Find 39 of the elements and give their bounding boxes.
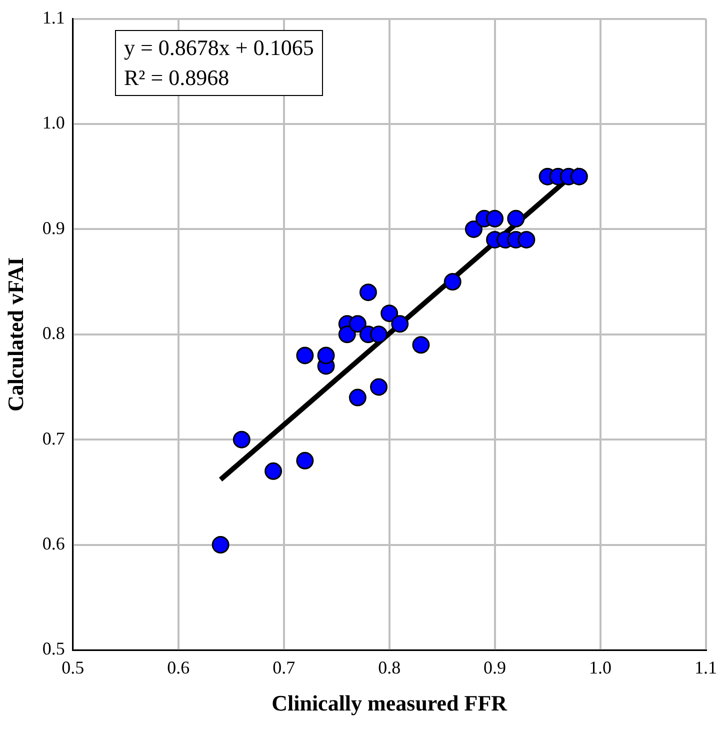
point <box>348 315 366 333</box>
point <box>507 210 525 228</box>
x-tick-label: 1.1 <box>694 658 717 678</box>
point <box>296 346 314 364</box>
x-tick-label: 0.6 <box>167 658 190 678</box>
x-tick-label: 0.7 <box>272 658 296 678</box>
point <box>444 273 462 291</box>
x-tick-label: 1.0 <box>589 658 612 678</box>
point <box>338 326 356 344</box>
point <box>370 326 388 344</box>
y-tick-label: 0.5 <box>42 638 65 659</box>
x-tick-label: 0.8 <box>378 658 401 678</box>
y-tick-label: 1.0 <box>42 112 65 133</box>
y-axis-title: Calculated vFAI <box>2 257 28 412</box>
point <box>317 346 335 364</box>
annotation: R² = 0.8968 <box>124 64 230 92</box>
x-axis-title: Clinically measured FFR <box>272 690 508 716</box>
y-tick-label: 1.1 <box>42 8 65 28</box>
point <box>232 430 250 448</box>
point <box>518 230 536 248</box>
y-tick-label: 0.9 <box>42 218 65 238</box>
point <box>391 315 409 333</box>
point <box>570 168 588 186</box>
point <box>380 304 398 322</box>
point <box>359 284 377 302</box>
annotation: y = 0.8678x + 0.1065 <box>124 34 314 62</box>
y-tick-label: 0.8 <box>42 323 65 344</box>
point <box>296 452 314 470</box>
y-tick-label: 0.6 <box>42 534 65 554</box>
point <box>264 462 282 480</box>
point <box>212 536 230 554</box>
point <box>464 220 482 238</box>
point <box>412 336 430 354</box>
point <box>486 210 504 228</box>
x-tick-label: 0.5 <box>62 658 84 678</box>
point <box>348 388 366 406</box>
x-tick-label: 0.9 <box>484 658 506 678</box>
y-tick-label: 0.7 <box>42 428 65 448</box>
point <box>370 378 388 396</box>
